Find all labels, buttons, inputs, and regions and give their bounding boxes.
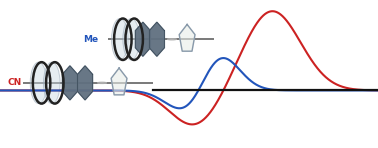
Polygon shape [62, 66, 77, 100]
Text: Me: Me [83, 35, 98, 44]
Polygon shape [149, 22, 164, 56]
Circle shape [98, 82, 107, 83]
Polygon shape [179, 24, 195, 51]
Polygon shape [111, 68, 127, 95]
Polygon shape [135, 22, 150, 56]
Polygon shape [77, 66, 93, 100]
Ellipse shape [30, 62, 47, 104]
Text: CN: CN [8, 78, 22, 87]
Ellipse shape [43, 62, 60, 104]
Ellipse shape [112, 18, 128, 60]
Circle shape [167, 39, 177, 40]
Ellipse shape [123, 18, 139, 60]
